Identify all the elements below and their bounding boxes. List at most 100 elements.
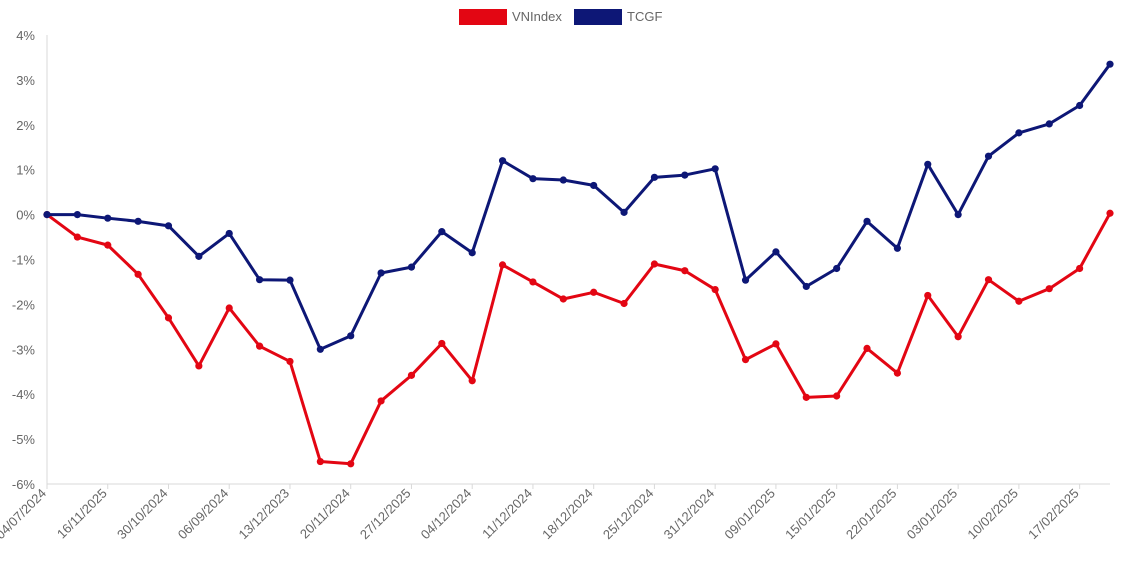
data-point-tcgf — [468, 249, 476, 257]
x-tick-label: 15/01/2025 — [782, 486, 839, 543]
x-tick-label: 20/11/2024 — [297, 486, 353, 542]
data-point-tcgf — [438, 228, 446, 236]
x-tick-label: 17/02/2025 — [1025, 486, 1082, 543]
data-point-tcgf — [225, 229, 233, 238]
data-point-tcgf — [711, 165, 719, 173]
legend-swatch-vnindex — [459, 9, 507, 25]
data-point-vnindex — [741, 356, 750, 364]
x-tick-label: 03/01/2025 — [904, 486, 961, 543]
data-point-tcgf — [134, 217, 142, 225]
data-point-tcgf — [893, 244, 902, 252]
plot-area — [43, 60, 1114, 468]
y-tick-label: -4% — [12, 387, 36, 402]
data-point-vnindex — [650, 260, 659, 268]
data-point-tcgf — [104, 214, 112, 222]
data-point-tcgf — [377, 269, 385, 277]
data-point-vnindex — [1015, 297, 1023, 305]
data-point-vnindex — [802, 393, 810, 401]
y-axis: 4% 3% 2% 1% 0% -1% -2% -3% -4% -5% -6% — [12, 28, 48, 492]
data-point-vnindex — [377, 397, 385, 405]
y-tick-label: 1% — [16, 163, 35, 178]
data-point-vnindex — [954, 333, 962, 341]
y-tick-label: -3% — [12, 342, 36, 357]
data-point-vnindex — [590, 288, 598, 296]
y-tick-label: -1% — [12, 253, 36, 268]
series-line-tcgf — [47, 63, 1112, 351]
data-point-tcgf — [984, 152, 993, 160]
data-point-tcgf — [256, 276, 264, 284]
data-point-vnindex — [104, 241, 112, 249]
data-point-tcgf — [833, 264, 841, 273]
data-point-vnindex — [863, 344, 871, 353]
data-point-tcgf — [772, 248, 780, 256]
x-tick-label: 30/10/2024 — [114, 486, 171, 543]
data-point-vnindex — [559, 295, 567, 303]
data-point-tcgf — [954, 211, 962, 219]
data-point-vnindex — [438, 339, 446, 348]
data-point-tcgf — [924, 160, 932, 168]
data-point-vnindex — [620, 299, 628, 308]
x-tick-label: 04/07/2024 — [0, 486, 49, 543]
data-point-tcgf — [195, 252, 203, 260]
data-point-tcgf — [1015, 129, 1023, 137]
series-line-vnindex — [46, 212, 1112, 466]
x-tick-label: 10/02/2025 — [964, 486, 1021, 543]
data-point-tcgf — [559, 176, 567, 184]
data-point-vnindex — [498, 261, 507, 269]
data-point-tcgf — [863, 217, 871, 225]
data-point-vnindex — [286, 357, 294, 366]
legend-swatch-tcgf — [574, 9, 622, 25]
data-point-vnindex — [833, 392, 841, 400]
legend-label-tcgf: TCGF — [627, 9, 662, 24]
y-tick-label: 0% — [16, 208, 35, 223]
data-point-vnindex — [711, 285, 719, 294]
data-point-vnindex — [407, 371, 416, 379]
data-point-tcgf — [498, 157, 507, 165]
x-tick-label: 09/01/2025 — [721, 486, 778, 543]
data-point-vnindex — [164, 314, 173, 322]
data-point-vnindex — [468, 377, 476, 385]
data-point-vnindex — [772, 340, 780, 348]
data-point-tcgf — [529, 175, 537, 183]
data-point-vnindex — [924, 291, 932, 300]
data-point-tcgf — [1045, 120, 1053, 128]
data-point-vnindex — [1076, 264, 1084, 273]
data-point-vnindex — [256, 342, 264, 350]
legend: VNIndex TCGF — [459, 9, 662, 25]
data-point-vnindex — [347, 460, 355, 468]
data-point-vnindex — [134, 270, 142, 278]
data-point-tcgf — [347, 332, 355, 340]
data-point-vnindex — [316, 457, 324, 466]
y-tick-label: 4% — [16, 28, 35, 43]
data-point-vnindex — [1106, 209, 1114, 217]
data-point-vnindex — [73, 233, 81, 241]
data-point-vnindex — [681, 267, 689, 275]
data-point-tcgf — [286, 276, 294, 284]
y-tick-label: 3% — [16, 73, 35, 88]
data-point-tcgf — [802, 282, 810, 291]
y-tick-label: -2% — [12, 297, 36, 312]
x-tick-label: 11/12/2024 — [479, 486, 535, 542]
data-point-tcgf — [407, 263, 416, 271]
data-point-tcgf — [1076, 101, 1084, 110]
x-tick-label: 16/11/2025 — [54, 486, 110, 542]
data-point-vnindex — [529, 278, 537, 286]
data-point-tcgf — [73, 211, 81, 219]
y-tick-label: -5% — [12, 432, 36, 447]
x-tick-label: 31/12/2024 — [661, 486, 718, 543]
x-tick-label: 25/12/2024 — [600, 486, 657, 543]
data-point-tcgf — [681, 171, 689, 179]
data-point-vnindex — [893, 369, 902, 377]
data-point-vnindex — [195, 362, 203, 370]
data-point-tcgf — [316, 345, 324, 353]
x-tick-label: 18/12/2024 — [539, 486, 596, 543]
data-point-tcgf — [650, 173, 659, 181]
x-axis: 04/07/2024 16/11/2025 30/10/2024 06/09/2024… — [0, 483, 1110, 543]
legend-label-vnindex: VNIndex — [512, 9, 562, 24]
data-point-vnindex — [1045, 285, 1053, 293]
data-point-tcgf — [620, 208, 628, 216]
x-tick-label: 13/12/2023 — [235, 486, 292, 543]
x-tick-label: 06/09/2024 — [175, 486, 232, 543]
